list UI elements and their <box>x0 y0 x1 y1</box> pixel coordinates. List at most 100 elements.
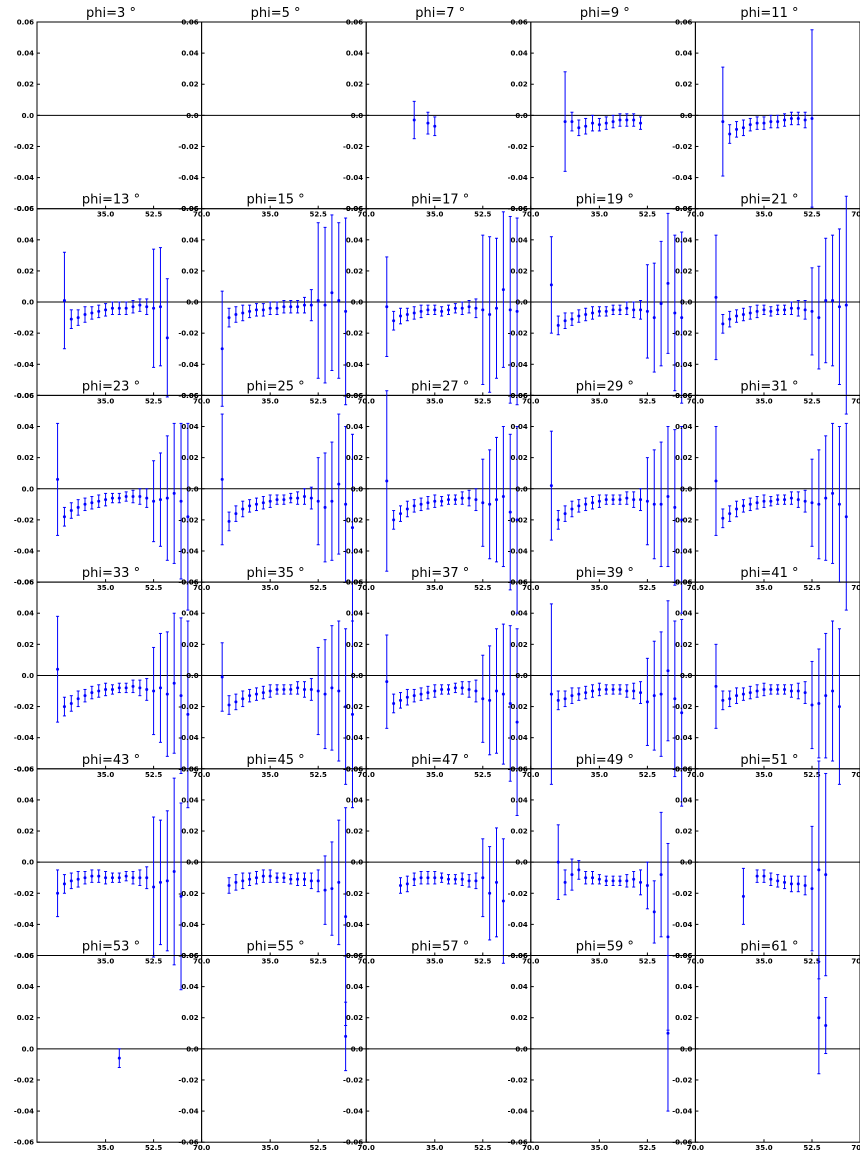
data-point <box>261 691 265 695</box>
data-point <box>824 496 828 500</box>
data-point <box>728 132 732 136</box>
y-tick-label: -0.02 <box>14 143 34 151</box>
data-point <box>831 491 835 495</box>
data-point <box>296 496 300 500</box>
y-tick-label: 0.0 <box>680 112 693 120</box>
data-point <box>721 322 725 326</box>
data-point <box>488 502 492 506</box>
y-tick-label: 0.06 <box>675 205 692 213</box>
data-point <box>138 876 142 880</box>
data-point <box>172 681 176 685</box>
data-point <box>735 314 739 318</box>
data-point <box>666 1031 670 1035</box>
y-tick-label: 0.02 <box>346 828 363 836</box>
x-tick-label: 70.0 <box>358 1144 375 1152</box>
data-point <box>145 687 149 691</box>
data-point <box>344 915 348 919</box>
y-tick-label: 0.04 <box>346 610 363 618</box>
data-point <box>90 691 94 695</box>
y-tick-label: 0.04 <box>17 983 34 991</box>
x-tick-label: 52.5 <box>803 397 820 405</box>
data-point <box>721 120 725 124</box>
data-point <box>90 501 94 505</box>
data-point <box>172 491 176 495</box>
panel-title: phi=55 ° <box>247 940 305 955</box>
x-tick-label: 52.5 <box>474 771 491 779</box>
data-point <box>433 876 437 880</box>
y-tick-label: 0.06 <box>511 392 528 400</box>
panel-title: phi=49 ° <box>576 753 634 768</box>
data-point <box>241 507 245 511</box>
data-point <box>104 876 108 880</box>
data-point <box>158 305 162 309</box>
y-tick-label: -0.04 <box>343 547 363 555</box>
data-point <box>783 687 787 691</box>
data-point <box>563 512 567 516</box>
y-tick-label: 0.04 <box>17 796 34 804</box>
y-tick-label: 0.04 <box>181 423 198 431</box>
data-point <box>783 308 787 312</box>
data-point <box>817 868 821 872</box>
data-point <box>645 883 649 887</box>
y-tick-label: 0.04 <box>17 236 34 244</box>
data-point <box>405 312 409 316</box>
data-point <box>282 498 286 502</box>
data-point <box>234 880 238 884</box>
x-tick-label: 35.0 <box>755 397 772 405</box>
data-point <box>831 689 835 693</box>
y-tick-label: -0.02 <box>672 703 692 711</box>
data-point <box>69 701 73 705</box>
x-tick-label: 35.0 <box>97 958 114 966</box>
data-point <box>76 697 80 701</box>
data-point <box>296 877 300 881</box>
data-point <box>282 876 286 880</box>
y-tick-label: -0.06 <box>343 765 363 773</box>
data-point <box>83 694 87 698</box>
y-tick-label: 0.02 <box>675 828 692 836</box>
y-tick-label: 0.06 <box>17 765 34 773</box>
data-point <box>735 127 739 131</box>
data-point <box>611 498 615 502</box>
x-tick-label: 70.0 <box>687 1144 704 1152</box>
y-tick-label: -0.02 <box>508 1076 528 1084</box>
x-tick-label: 35.0 <box>591 211 608 219</box>
data-point <box>824 873 828 877</box>
y-tick-label: 0.02 <box>511 454 528 462</box>
data-point <box>330 887 334 891</box>
data-point <box>152 499 156 503</box>
x-tick-label: 35.0 <box>591 771 608 779</box>
data-point <box>755 121 759 125</box>
data-point <box>248 877 252 881</box>
y-tick-label: -0.02 <box>508 703 528 711</box>
y-tick-label: 0.04 <box>675 796 692 804</box>
data-point <box>433 124 437 128</box>
data-point <box>570 873 574 877</box>
data-point <box>728 512 732 516</box>
data-point <box>460 496 464 500</box>
y-tick-label: -0.02 <box>178 143 198 151</box>
data-point <box>817 1016 821 1020</box>
data-point <box>323 505 327 509</box>
data-point <box>412 118 416 122</box>
panel-title: phi=7 ° <box>415 6 465 21</box>
data-point <box>625 496 629 500</box>
y-tick-label: 0.06 <box>511 765 528 773</box>
data-point <box>549 484 553 488</box>
data-point <box>344 1034 348 1038</box>
data-point <box>316 879 320 883</box>
data-point <box>138 495 142 499</box>
y-tick-label: 0.06 <box>511 952 528 960</box>
y-tick-label: -0.06 <box>178 579 198 587</box>
data-point <box>302 687 306 691</box>
data-point <box>748 691 752 695</box>
data-point <box>69 879 73 883</box>
y-tick-label: 0.04 <box>511 236 528 244</box>
data-point <box>398 883 402 887</box>
data-point <box>316 689 320 693</box>
panel-title: phi=27 ° <box>411 379 469 394</box>
y-tick-label: 0.04 <box>511 983 528 991</box>
y-tick-label: 0.02 <box>511 641 528 649</box>
x-tick-label: 52.5 <box>639 1144 656 1152</box>
data-point <box>467 305 471 309</box>
